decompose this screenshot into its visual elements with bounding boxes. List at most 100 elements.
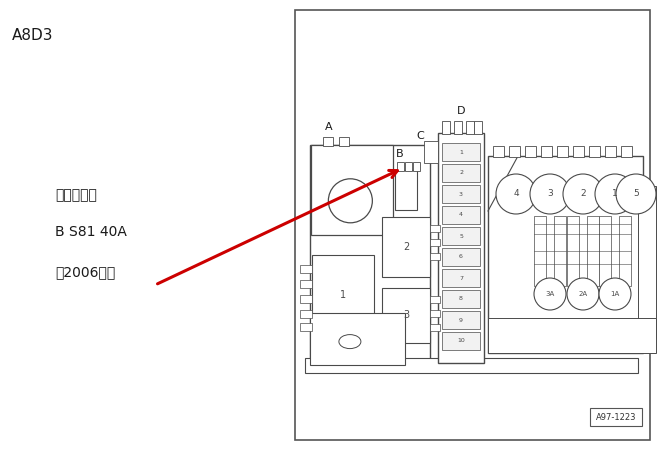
Text: 自2006年起: 自2006年起 xyxy=(55,265,115,279)
Text: 2: 2 xyxy=(459,171,463,176)
Bar xyxy=(424,141,438,163)
Bar xyxy=(395,170,417,210)
Bar xyxy=(382,217,430,277)
Text: 行李箱右侧: 行李箱右侧 xyxy=(55,188,97,202)
Text: 6: 6 xyxy=(459,255,463,260)
Bar xyxy=(300,295,312,303)
Bar xyxy=(430,296,440,303)
Text: 7: 7 xyxy=(459,275,463,280)
Bar xyxy=(312,255,374,335)
Bar xyxy=(605,146,616,157)
Bar xyxy=(590,408,642,426)
Bar xyxy=(442,269,480,287)
Bar xyxy=(438,133,484,363)
Bar xyxy=(442,290,480,308)
Text: 1A: 1A xyxy=(611,291,620,297)
Bar xyxy=(525,146,536,157)
Text: 2: 2 xyxy=(580,189,586,198)
Text: 3: 3 xyxy=(403,310,409,320)
Text: 4: 4 xyxy=(459,212,463,217)
Text: 4: 4 xyxy=(513,189,519,198)
Text: 8: 8 xyxy=(459,297,463,302)
Bar xyxy=(589,146,600,157)
Text: 9: 9 xyxy=(459,318,463,323)
Bar xyxy=(442,206,480,224)
Bar xyxy=(442,248,480,266)
Bar xyxy=(587,216,599,286)
Bar xyxy=(474,121,482,134)
Text: 3A: 3A xyxy=(545,291,555,297)
Bar xyxy=(430,310,440,317)
Bar xyxy=(534,216,546,286)
Bar xyxy=(295,10,650,440)
Circle shape xyxy=(530,174,570,214)
Bar xyxy=(442,227,480,245)
Bar xyxy=(310,145,430,365)
Circle shape xyxy=(616,174,656,214)
Bar xyxy=(488,318,656,353)
Bar xyxy=(599,216,611,286)
Bar xyxy=(621,146,632,157)
Bar xyxy=(300,265,312,273)
Bar xyxy=(488,156,643,353)
Text: B: B xyxy=(396,149,404,159)
Text: A8D3: A8D3 xyxy=(12,28,53,43)
Text: A: A xyxy=(325,122,333,132)
Circle shape xyxy=(595,174,635,214)
Bar xyxy=(466,121,474,134)
Bar xyxy=(311,145,393,235)
Circle shape xyxy=(599,278,631,310)
Bar xyxy=(397,162,404,171)
Bar xyxy=(567,216,579,286)
Text: 1: 1 xyxy=(612,189,618,198)
Bar xyxy=(305,358,638,373)
Text: 3: 3 xyxy=(547,189,553,198)
Bar xyxy=(573,146,584,157)
Bar xyxy=(442,311,480,329)
Bar xyxy=(339,137,349,146)
Circle shape xyxy=(563,174,603,214)
Text: 2: 2 xyxy=(403,242,409,252)
Circle shape xyxy=(567,278,599,310)
Bar xyxy=(442,164,480,182)
Bar xyxy=(430,225,440,232)
Text: A97-1223: A97-1223 xyxy=(595,413,636,422)
Text: 5: 5 xyxy=(633,189,639,198)
Text: 1: 1 xyxy=(459,149,463,154)
Bar xyxy=(541,146,552,157)
Text: D: D xyxy=(457,106,465,116)
Text: 3: 3 xyxy=(459,192,463,197)
Bar xyxy=(382,288,430,343)
Bar xyxy=(413,162,420,171)
Bar xyxy=(638,186,656,338)
Bar xyxy=(557,146,568,157)
Bar xyxy=(405,162,412,171)
Text: B S81 40A: B S81 40A xyxy=(55,225,127,239)
Bar xyxy=(442,143,480,161)
Bar xyxy=(300,280,312,288)
Circle shape xyxy=(328,179,372,223)
Text: 1: 1 xyxy=(340,290,346,300)
Bar xyxy=(442,332,480,350)
Bar xyxy=(323,137,333,146)
Bar xyxy=(430,239,440,246)
Bar xyxy=(300,310,312,318)
Circle shape xyxy=(496,174,536,214)
Bar xyxy=(509,146,520,157)
Bar xyxy=(442,121,450,134)
Text: 10: 10 xyxy=(457,338,465,343)
Bar xyxy=(430,253,440,260)
Bar xyxy=(619,216,631,286)
Bar xyxy=(493,146,504,157)
Text: C: C xyxy=(416,131,424,141)
Ellipse shape xyxy=(339,335,361,349)
Bar xyxy=(310,313,405,365)
Bar xyxy=(430,324,440,331)
Bar xyxy=(442,185,480,203)
Bar xyxy=(454,121,462,134)
Text: 5: 5 xyxy=(459,234,463,239)
Bar xyxy=(554,216,566,286)
Bar xyxy=(300,323,312,331)
Circle shape xyxy=(534,278,566,310)
Text: 2A: 2A xyxy=(578,291,588,297)
